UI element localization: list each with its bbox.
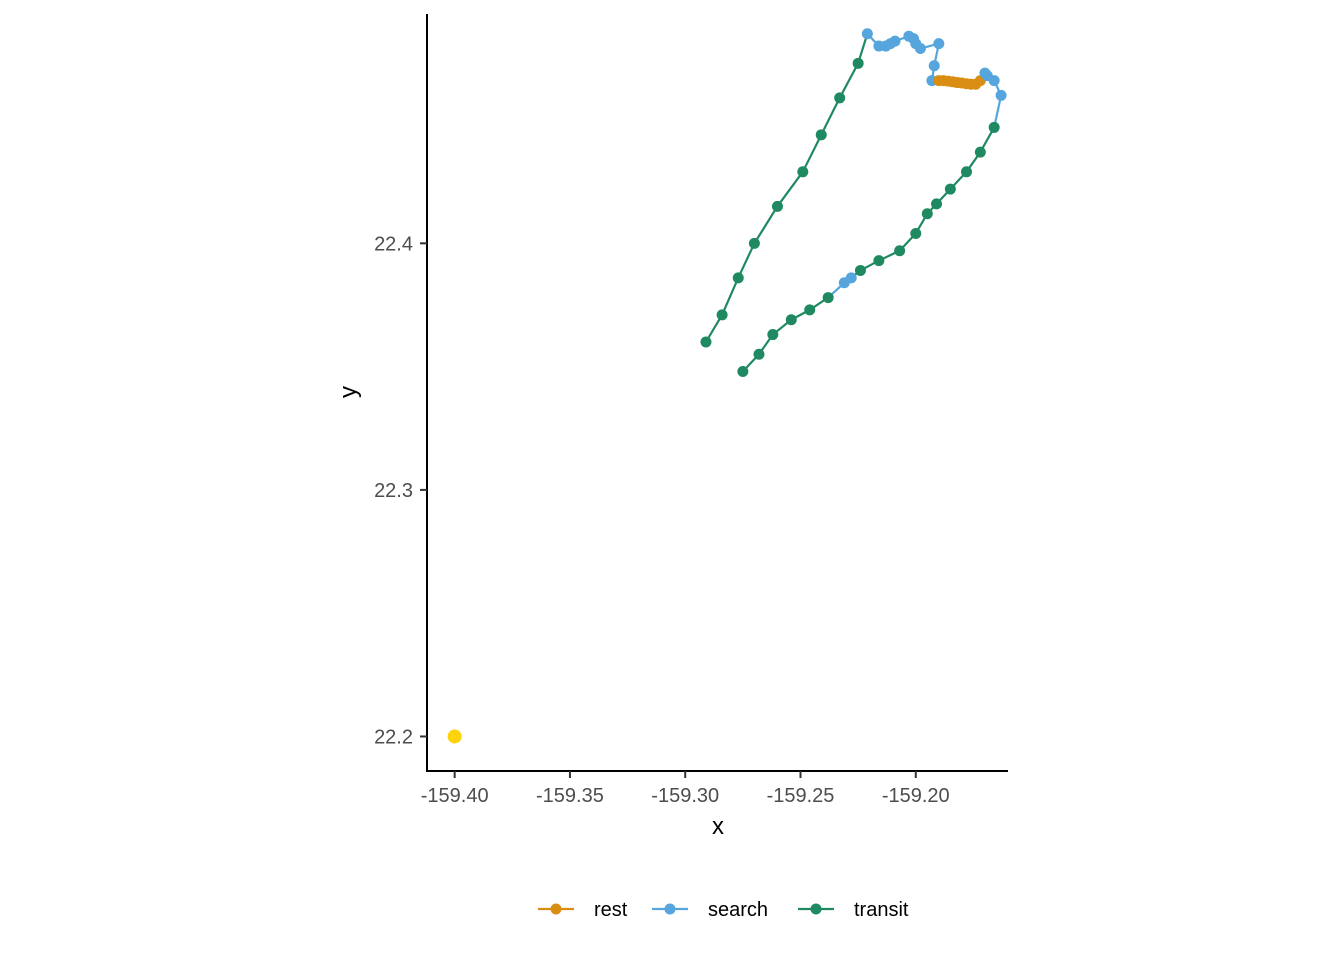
track-point-transit: [716, 309, 728, 321]
start-point: [447, 729, 462, 744]
x-tick-label: -159.40: [421, 785, 489, 807]
legend-key-point-search: [664, 903, 676, 915]
track-points: [447, 28, 1007, 744]
track-point-transit: [748, 237, 760, 249]
legend-label-search: search: [708, 899, 768, 921]
track-segment-transit: [801, 133, 823, 173]
x-tick-label: -159.35: [536, 785, 604, 807]
legend-label-rest: rest: [594, 899, 628, 921]
track-point-search: [928, 60, 940, 72]
track-segment-transit: [753, 205, 779, 245]
track-point-transit: [771, 200, 783, 212]
track-point-transit: [834, 92, 846, 104]
x-axis-title: x: [712, 813, 724, 840]
track-point-search: [995, 89, 1007, 101]
track-point-search: [838, 277, 850, 289]
x-tick-label: -159.20: [882, 785, 950, 807]
track-point-transit: [815, 129, 827, 141]
track-point-search: [914, 43, 926, 55]
track-point-transit: [931, 198, 943, 210]
track-point-transit: [961, 166, 972, 178]
track-point-transit: [753, 348, 765, 360]
track-point-transit: [921, 208, 933, 220]
track-segment-transit: [721, 276, 740, 316]
track-point-transit: [700, 336, 712, 348]
y-tick-label: 22.4: [374, 233, 413, 255]
track-point-transit: [873, 255, 885, 267]
track-point-transit: [767, 329, 779, 341]
track-point-transit: [822, 292, 834, 304]
track-point-transit: [785, 314, 797, 326]
y-tick-label: 22.3: [374, 480, 413, 502]
track-point-transit: [854, 264, 866, 276]
axes: -159.40 -159.35 -159.30 -159.25 -159.20 22.2 2…: [374, 14, 1008, 807]
track-point-search: [988, 75, 1000, 87]
track-point-search: [861, 28, 873, 40]
track-point-transit: [894, 245, 906, 257]
track-point-transit: [944, 183, 956, 195]
track-segment-transit: [776, 170, 804, 208]
track-point-transit: [852, 57, 864, 69]
track-segment-transit: [838, 62, 860, 99]
legend-key-point-transit: [810, 903, 822, 915]
track-point-search: [933, 38, 945, 50]
track-point-transit: [797, 166, 809, 178]
legend-label-transit: transit: [854, 899, 909, 921]
y-axis-title: y: [335, 386, 362, 398]
track-segment-transit: [820, 96, 841, 136]
track-point-transit: [737, 366, 749, 378]
track-point-transit: [732, 272, 744, 284]
y-tick-label: 22.2: [374, 726, 413, 748]
track-point-transit: [804, 304, 816, 316]
track-point-search: [889, 35, 901, 47]
x-tick-label: -159.30: [651, 785, 719, 807]
track-point-transit: [910, 227, 922, 239]
track-point-transit: [974, 146, 986, 158]
legend: rest search transit: [538, 899, 909, 921]
track-segment-transit: [737, 242, 756, 279]
track-point-transit: [988, 121, 1000, 133]
legend-key-point-rest: [550, 903, 562, 915]
x-tick-label: -159.25: [767, 785, 835, 807]
